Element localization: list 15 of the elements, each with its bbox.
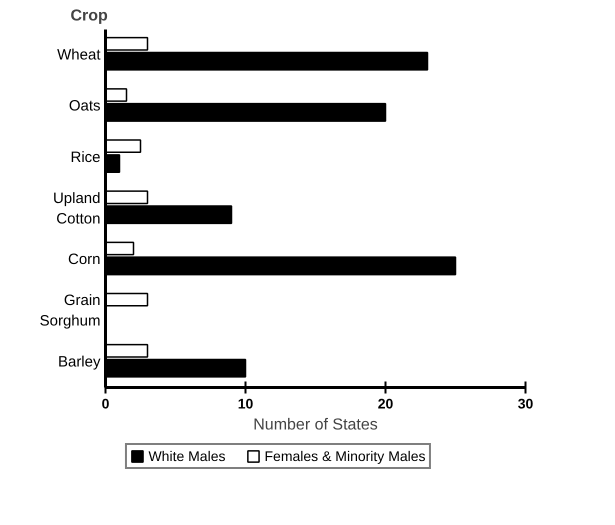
legend-label: Females & Minority Males <box>264 448 426 464</box>
y-tick-label: Barley <box>58 354 101 371</box>
y-tick-label: Rice <box>70 148 101 166</box>
legend-label: White Males <box>148 448 226 464</box>
y-tick-label: Grain Sorghum <box>40 292 101 330</box>
y-tick-label: Corn <box>68 251 101 268</box>
x-tick-label: 10 <box>238 396 254 412</box>
y-axis-title: Crop <box>70 8 108 24</box>
y-tick-label: Wheat <box>57 46 102 64</box>
x-tick-label: 20 <box>378 396 394 412</box>
x-tick-label: 30 <box>518 396 534 412</box>
y-tick-label: Upland Cotton <box>52 190 101 228</box>
y-tick-label: Oats <box>68 98 101 115</box>
x-tick-label: 0 <box>102 396 110 412</box>
x-axis-title: Number of States <box>253 416 378 434</box>
